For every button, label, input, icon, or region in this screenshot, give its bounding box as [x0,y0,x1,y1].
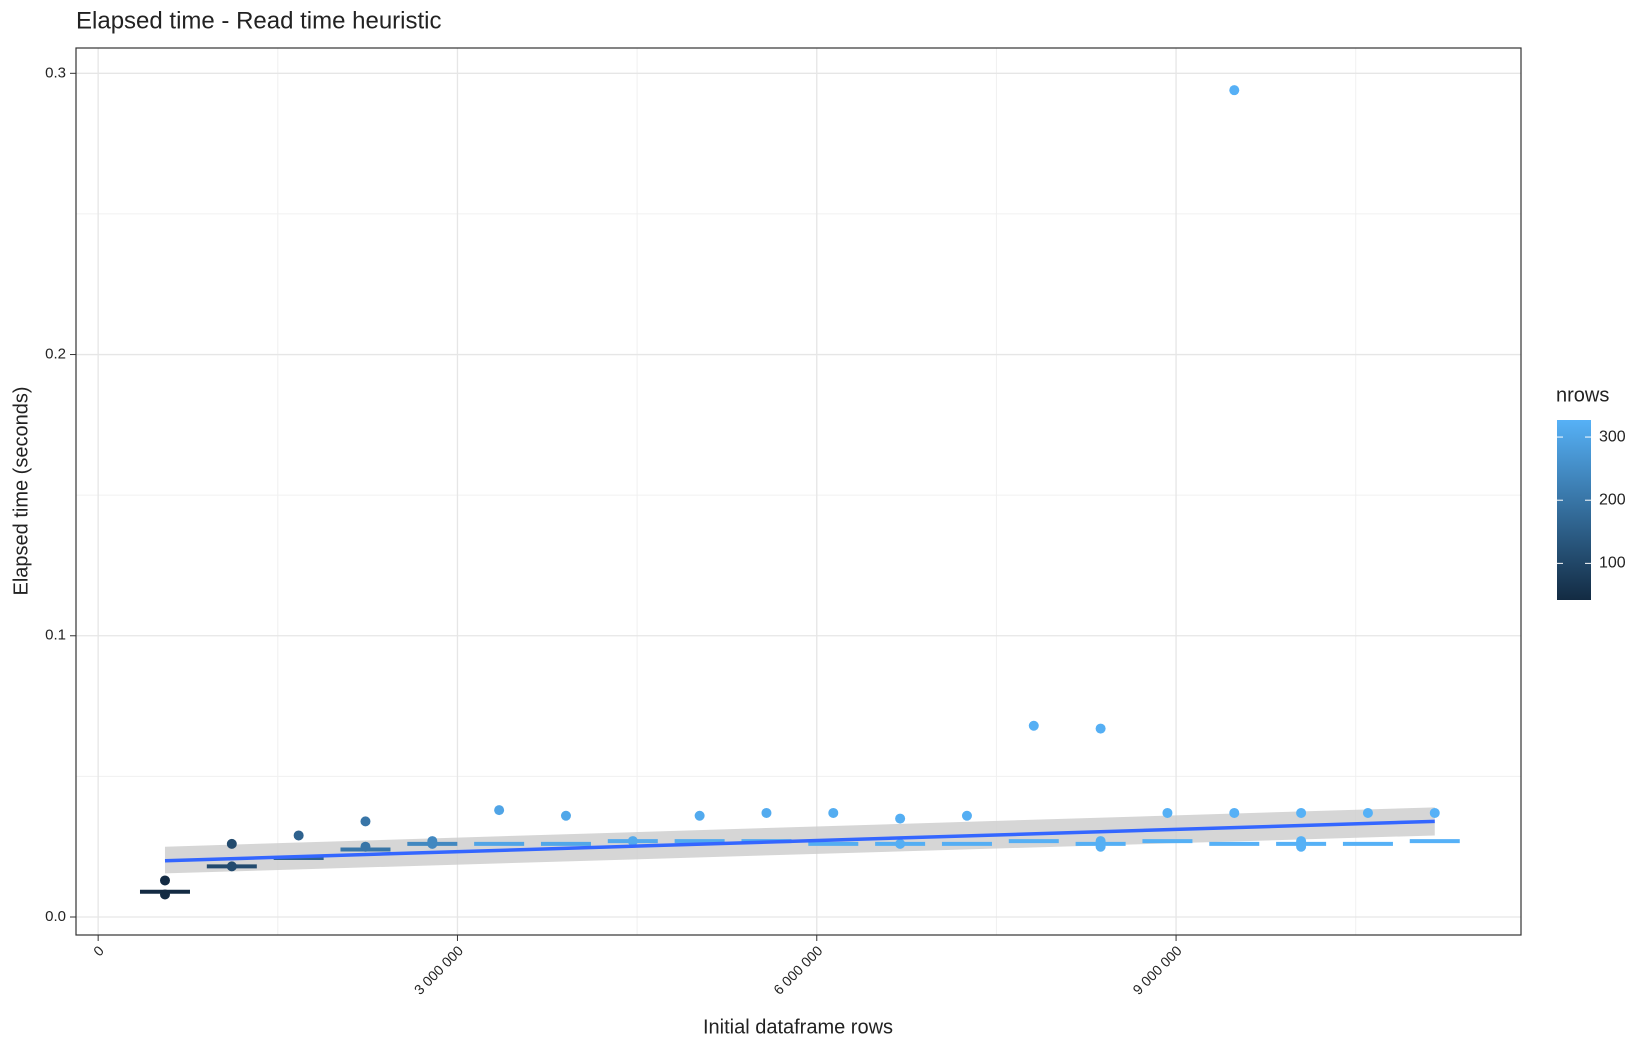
y-tick-label: 0.3 [45,64,66,81]
fit-line [164,819,1435,863]
point [293,830,304,841]
point [360,816,371,827]
plot-border [75,47,1522,936]
point [694,810,705,821]
point [226,861,237,872]
x-tick-label: 6 000 000 [770,942,826,998]
point [1162,807,1173,818]
x-tick-label: 3 000 000 [411,942,467,998]
y-axis-label: Elapsed time (seconds) [10,387,32,596]
color-bar-label: 200 [1599,491,1626,508]
point [427,838,438,849]
x-tick-label: 0 [90,942,107,959]
point [494,805,505,816]
point [828,807,839,818]
point [961,810,972,821]
color-bar-label: 100 [1599,555,1626,572]
point [1028,720,1039,731]
point [1362,807,1373,818]
x-axis-label: Initial dataframe rows [703,1016,893,1038]
point [895,838,906,849]
y-tick-label: 0.1 [45,627,66,644]
chart-title: Elapsed time - Read time heuristic [76,7,441,34]
point [1095,723,1106,734]
point [560,810,571,821]
color-bar [1557,420,1591,600]
point [895,813,906,824]
point [1229,807,1240,818]
point [1296,807,1307,818]
point [627,836,638,847]
point [1296,841,1307,852]
point [159,875,170,886]
point [159,889,170,900]
plot-background [76,48,1521,935]
y-tick-label: 0.2 [45,346,66,363]
point [1229,85,1240,96]
legend-title: nrows [1556,384,1609,406]
point [1095,841,1106,852]
x-tick-label: 9 000 000 [1129,942,1185,998]
point [1429,807,1440,818]
point [226,838,237,849]
y-tick-label: 0.0 [45,908,66,925]
point [761,807,772,818]
color-bar-label: 300 [1599,428,1626,445]
point [360,841,371,852]
